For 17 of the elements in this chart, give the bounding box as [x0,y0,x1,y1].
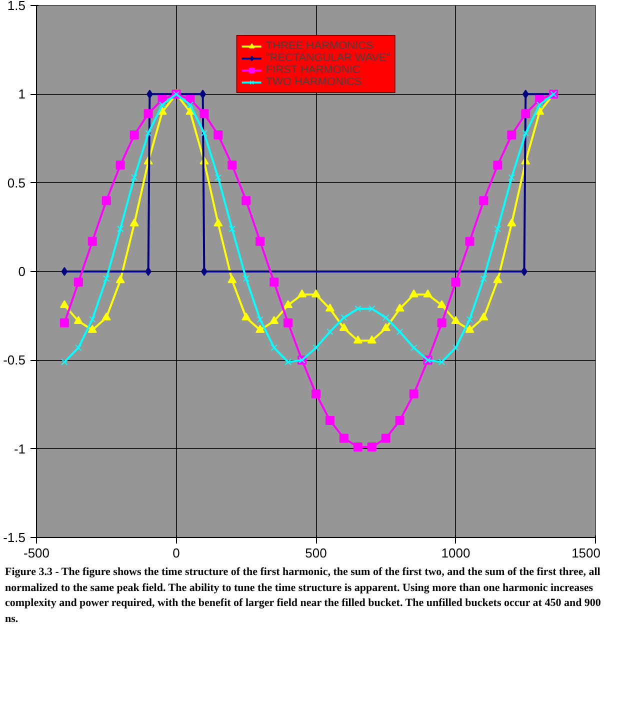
x-tick-label: 1500 [572,546,600,560]
legend-label: TWO HARMONICS [266,76,362,88]
y-tick-label: 1 [18,86,26,102]
y-tick-label: -1.5 [3,530,26,545]
legend-label: THREE HARMONICS [266,40,374,52]
x-tick-label: -500 [23,546,50,560]
x-tick-label: 1000 [441,546,470,560]
y-tick-label: 1.5 [7,0,26,13]
y-tick-label: 0 [18,264,26,279]
y-tick-label: -1 [14,441,26,456]
legend-label: FIRST HARMONIC [266,64,360,76]
y-tick-label: -0.5 [3,352,26,368]
x-tick-label: 500 [305,546,327,560]
x-tick-label: 0 [172,546,180,560]
legend-label: "RECTANGULAR WAVE" [266,52,390,64]
y-tick-label: 0.5 [7,175,26,190]
caption: Figure 3.3 - The figure shows the time structure of the first harmonic, the sum of the first two, and the sum of the first three, all normalized to the same peak field. The ability to tune the time structure is apparent. Using more than one harmonic increases complexity and power required, with the benefit of larger field near the filled bucket. The unfilled buckets occur at 450 and 900 ns. [5,566,601,626]
